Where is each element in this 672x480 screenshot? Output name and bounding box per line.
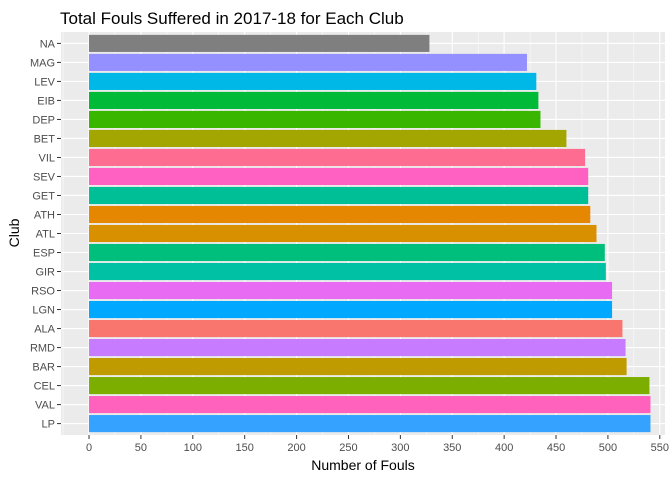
x-tick-label: 400: [495, 442, 513, 454]
bar-sev: [89, 167, 589, 186]
y-tick-label: SEV: [33, 171, 56, 183]
y-tick-label: VAL: [35, 400, 55, 412]
bar-ala: [89, 319, 623, 338]
bar-cel: [89, 377, 650, 395]
y-tick-label: ATH: [34, 209, 55, 221]
x-tick-label: 50: [135, 442, 147, 454]
x-tick-label: 550: [651, 442, 669, 454]
y-tick-label: MAG: [30, 57, 55, 69]
bar-rso: [89, 281, 613, 300]
y-tick-label: ESP: [33, 248, 55, 260]
y-tick-label: LEV: [34, 76, 55, 88]
y-tick-label: ATL: [36, 229, 55, 241]
x-tick-label: 0: [86, 442, 92, 454]
x-tick-label: 350: [443, 442, 461, 454]
bar-ath: [89, 205, 591, 224]
chart-title: Total Fouls Suffered in 2017-18 for Each…: [60, 9, 404, 28]
bar-dep: [89, 110, 541, 128]
bar-eib: [89, 91, 539, 109]
bar-rmd: [89, 339, 626, 357]
y-tick-label: RSO: [31, 286, 55, 298]
bar-na: [89, 34, 430, 52]
bar-gir: [89, 262, 606, 281]
x-tick-label: 100: [184, 442, 202, 454]
bar-mag: [89, 53, 527, 71]
bar-bet: [89, 129, 567, 148]
y-tick-label: LP: [42, 419, 55, 431]
bar-atl: [89, 224, 597, 243]
y-tick-label: GET: [32, 190, 55, 202]
x-tick-label: 450: [547, 442, 565, 454]
y-tick-label: DEP: [32, 114, 55, 126]
x-tick-label: 200: [287, 442, 305, 454]
bar-get: [89, 186, 589, 205]
bar-vil: [89, 148, 586, 167]
bar-lp: [89, 415, 651, 433]
bar-lgn: [89, 300, 613, 319]
bar-val: [89, 396, 651, 414]
y-tick-label: RMD: [30, 343, 55, 355]
y-tick-label: BAR: [32, 362, 55, 374]
y-axis: NA MAG LEV EIB DEP BET VIL SEV GET ATH ATL ESP GIR RS…: [30, 38, 61, 431]
y-tick-label: VIL: [38, 152, 55, 164]
y-tick-label: NA: [40, 38, 56, 50]
bars: [89, 34, 651, 433]
y-tick-label: GIR: [35, 267, 55, 279]
y-tick-label: ALA: [34, 324, 55, 336]
y-tick-label: EIB: [37, 95, 55, 107]
x-tick-label: 500: [599, 442, 617, 454]
x-axis: 0 50 100 150 200 250 300 350 400 450 500 550: [86, 435, 669, 454]
y-tick-label: CEL: [34, 381, 55, 393]
bar-lev: [89, 72, 537, 90]
x-tick-label: 150: [236, 442, 254, 454]
bar-bar: [89, 358, 627, 376]
x-tick-label: 250: [339, 442, 357, 454]
y-axis-title: Club: [6, 218, 22, 247]
x-axis-title: Number of Fouls: [311, 457, 414, 473]
y-tick-label: BET: [34, 133, 56, 145]
x-tick-label: 300: [391, 442, 409, 454]
bar-esp: [89, 243, 605, 262]
y-tick-label: LGN: [32, 305, 55, 317]
